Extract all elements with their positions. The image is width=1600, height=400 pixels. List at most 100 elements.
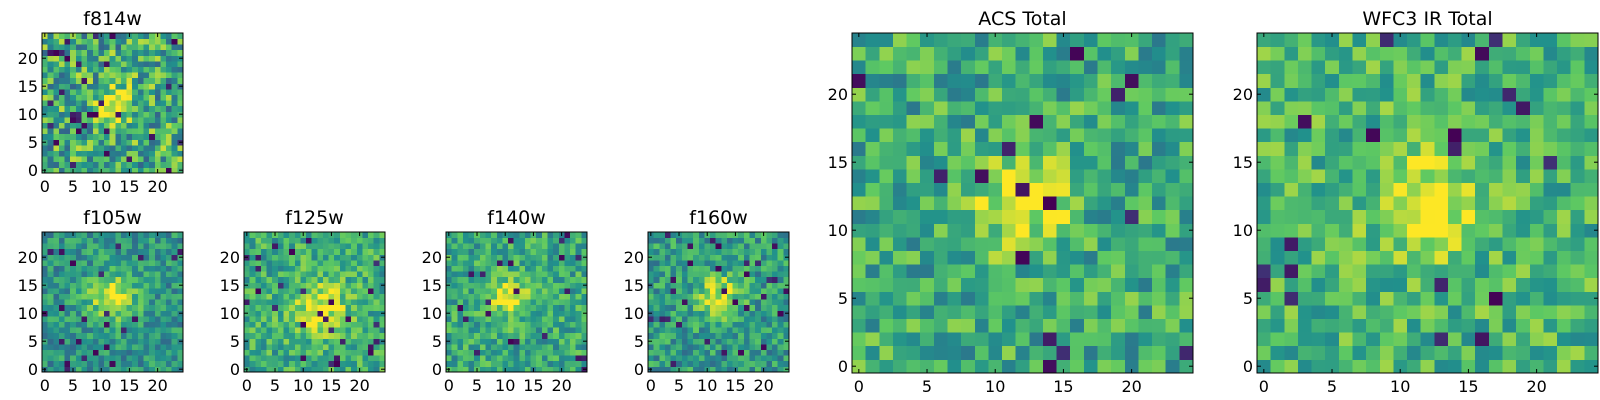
heatmap-cell [87,248,94,255]
heatmap-cell [87,145,94,151]
heatmap-cell [1529,196,1544,211]
heatmap-cell [1529,345,1544,360]
heatmap-cell [317,282,324,289]
heatmap-cell [154,161,161,168]
heatmap-cell [115,232,122,238]
heatmap-cell [676,276,683,283]
heatmap-cell [1407,359,1422,374]
heatmap-cell [1434,141,1449,156]
heatmap-cell [558,321,565,328]
heatmap-cell [670,299,677,306]
heatmap-cell [58,243,65,250]
heatmap-cell [920,305,935,319]
heatmap-cell [1584,305,1599,319]
y-tick-label: 10 [18,105,38,124]
heatmap-cell [1393,209,1408,224]
heatmap-cell [345,344,352,350]
heatmap-cell [906,46,921,61]
heatmap-cell [345,237,352,244]
heatmap-cell [1124,60,1139,75]
heatmap-cell [1015,237,1030,251]
heatmap-cell [659,282,666,289]
heatmap-cell [368,237,375,244]
heatmap-cell [283,316,290,322]
heatmap-cell [328,327,335,334]
heatmap-cell [306,237,313,244]
heatmap-cell [98,133,105,140]
heatmap-cell [1379,291,1394,306]
heatmap-cell [171,49,178,56]
heatmap-cell [160,254,167,261]
heatmap-cell [42,321,49,328]
heatmap-cell [865,141,880,156]
heatmap-cell [1284,141,1299,156]
heatmap-cell [255,316,262,322]
heatmap-cell [1070,87,1085,102]
heatmap-cell [1042,46,1057,61]
heatmap-cell [541,344,548,350]
heatmap-cell [670,265,677,272]
heatmap-cell [564,310,571,317]
heatmap-cell [564,344,571,350]
heatmap-cell [933,101,948,115]
x-tick-label: 20 [349,376,369,395]
heatmap-cell [906,223,921,238]
heatmap-cell [715,254,722,261]
heatmap-cell [865,101,880,115]
heatmap-cell [120,344,127,350]
heatmap-cell [322,332,329,339]
heatmap-cell [513,338,520,345]
heatmap-cell [255,321,262,328]
heatmap-cell [1543,277,1558,292]
heatmap-cell [75,271,82,278]
heatmap-cell [570,282,577,289]
heatmap-cell [1111,87,1126,102]
heatmap-cell [1420,359,1435,374]
heatmap-cell [334,232,341,238]
heatmap-cell [570,366,577,373]
heatmap-cell [648,321,655,328]
heatmap-cell [485,282,492,289]
heatmap-cell [1502,277,1517,292]
heatmap-cell [87,360,94,367]
heatmap-cell [687,243,694,250]
heatmap-cell [541,349,548,356]
heatmap-cell [379,232,386,238]
x-tick-label: 20 [147,376,167,395]
heatmap-cell [160,349,167,356]
heatmap-cell [1407,46,1422,61]
heatmap-cell [648,360,655,367]
panel-title: f160w [689,207,748,229]
heatmap-cell [749,260,756,266]
heatmap-cell [1002,141,1017,156]
heatmap-cell [575,288,582,294]
heatmap-cell [446,237,453,244]
heatmap-cell [143,38,150,45]
heatmap-cell [676,360,683,367]
heatmap-cell [664,332,671,339]
heatmap-cell [760,265,767,272]
heatmap-cell [53,89,60,95]
heatmap-cell [277,316,284,322]
heatmap-cell [457,355,464,362]
heatmap-cell [1111,114,1126,129]
heatmap-cell [687,254,694,261]
heatmap-cell [126,49,133,56]
heatmap-cell [892,291,907,306]
heatmap-cell [698,316,705,322]
heatmap-cell [300,321,307,328]
heatmap-cell [524,265,531,272]
heatmap-cell [1516,209,1531,224]
heatmap-cell [132,355,139,362]
heatmap-cell [715,327,722,334]
heatmap-cell [530,260,537,266]
heatmap-cell [906,60,921,75]
heatmap-cell [777,265,784,272]
heatmap-cell [368,254,375,261]
heatmap-cell [166,33,173,39]
heatmap-cell [1352,359,1367,374]
heatmap-cell [1420,141,1435,156]
heatmap-cell [249,355,256,362]
heatmap-cell [961,196,976,211]
heatmap-cell [1179,196,1194,211]
